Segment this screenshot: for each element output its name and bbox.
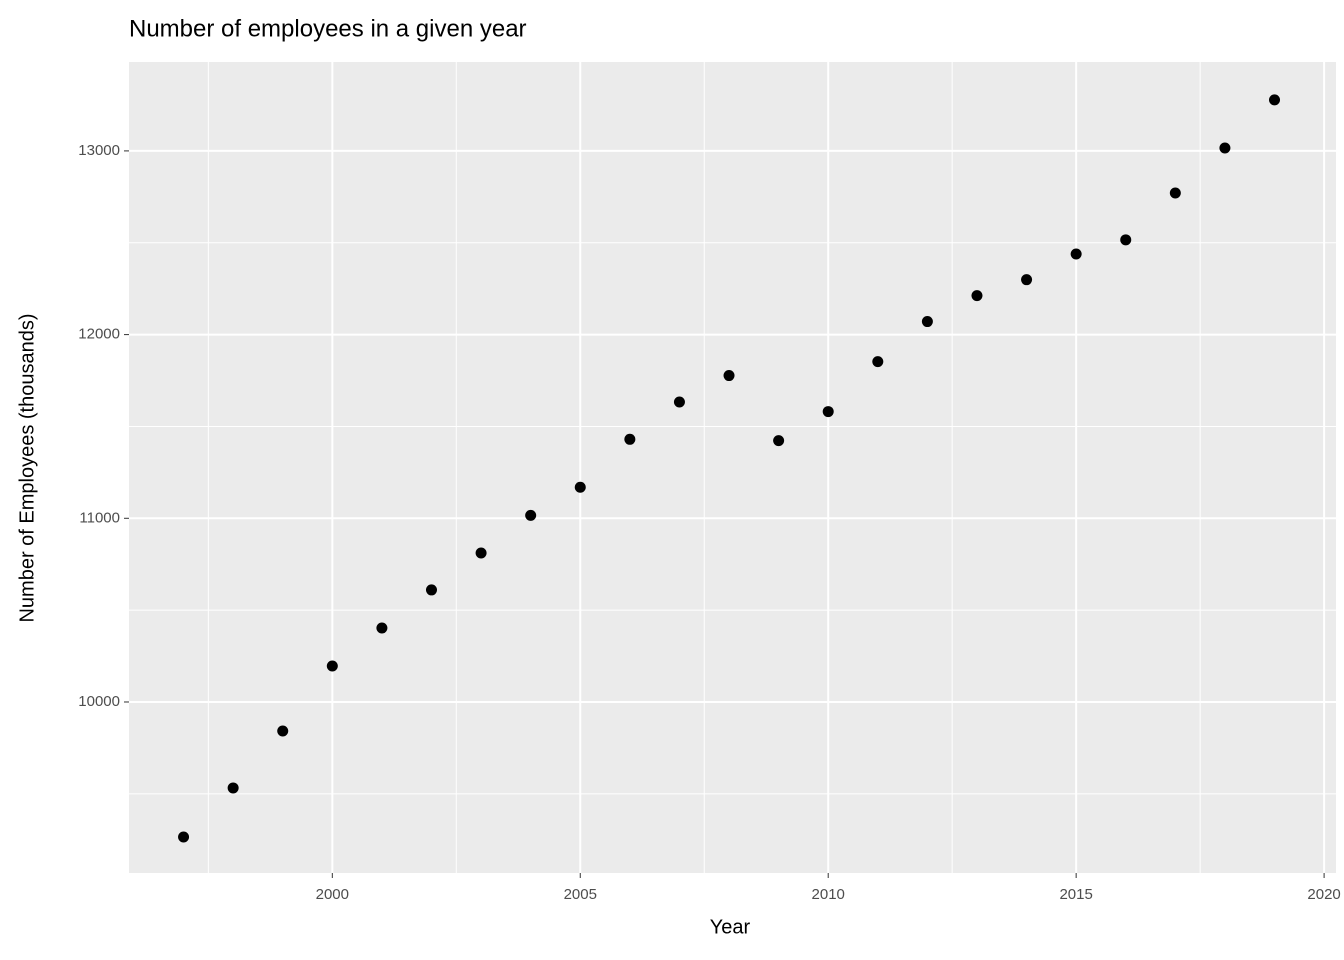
x-axis-label: Year xyxy=(710,916,751,938)
x-tick-label: 2010 xyxy=(812,886,845,903)
point xyxy=(723,370,735,382)
y-tick-label: 12000 xyxy=(78,326,120,343)
point xyxy=(326,660,338,672)
x-tick-label: 2005 xyxy=(564,886,597,903)
point xyxy=(178,831,190,843)
x-tick-label: 2000 xyxy=(316,886,349,903)
point xyxy=(822,406,834,418)
point xyxy=(872,356,884,368)
x-tick-label: 2020 xyxy=(1307,886,1340,903)
point xyxy=(525,509,537,521)
point xyxy=(1070,248,1082,260)
point xyxy=(277,725,289,737)
chart-title: Number of employees in a given year xyxy=(129,15,527,42)
point xyxy=(1021,274,1033,286)
point xyxy=(921,316,933,328)
point xyxy=(773,435,785,447)
point xyxy=(624,433,636,445)
y-tick-label: 11000 xyxy=(79,509,120,526)
point xyxy=(1269,94,1281,106)
point xyxy=(1219,142,1231,154)
point xyxy=(1169,187,1181,199)
y-tick-label: 13000 xyxy=(78,142,120,159)
y-tick-label: 10000 xyxy=(78,693,120,710)
point xyxy=(227,782,239,794)
plot-panel xyxy=(129,62,1336,873)
x-tick-label: 2015 xyxy=(1059,886,1092,903)
point xyxy=(971,290,983,302)
y-axis-label: Number of Employees (thousands) xyxy=(16,313,38,622)
point xyxy=(475,547,487,559)
point xyxy=(425,584,437,596)
point xyxy=(1120,234,1132,246)
point xyxy=(574,481,586,493)
point xyxy=(673,396,685,408)
point xyxy=(376,622,388,634)
